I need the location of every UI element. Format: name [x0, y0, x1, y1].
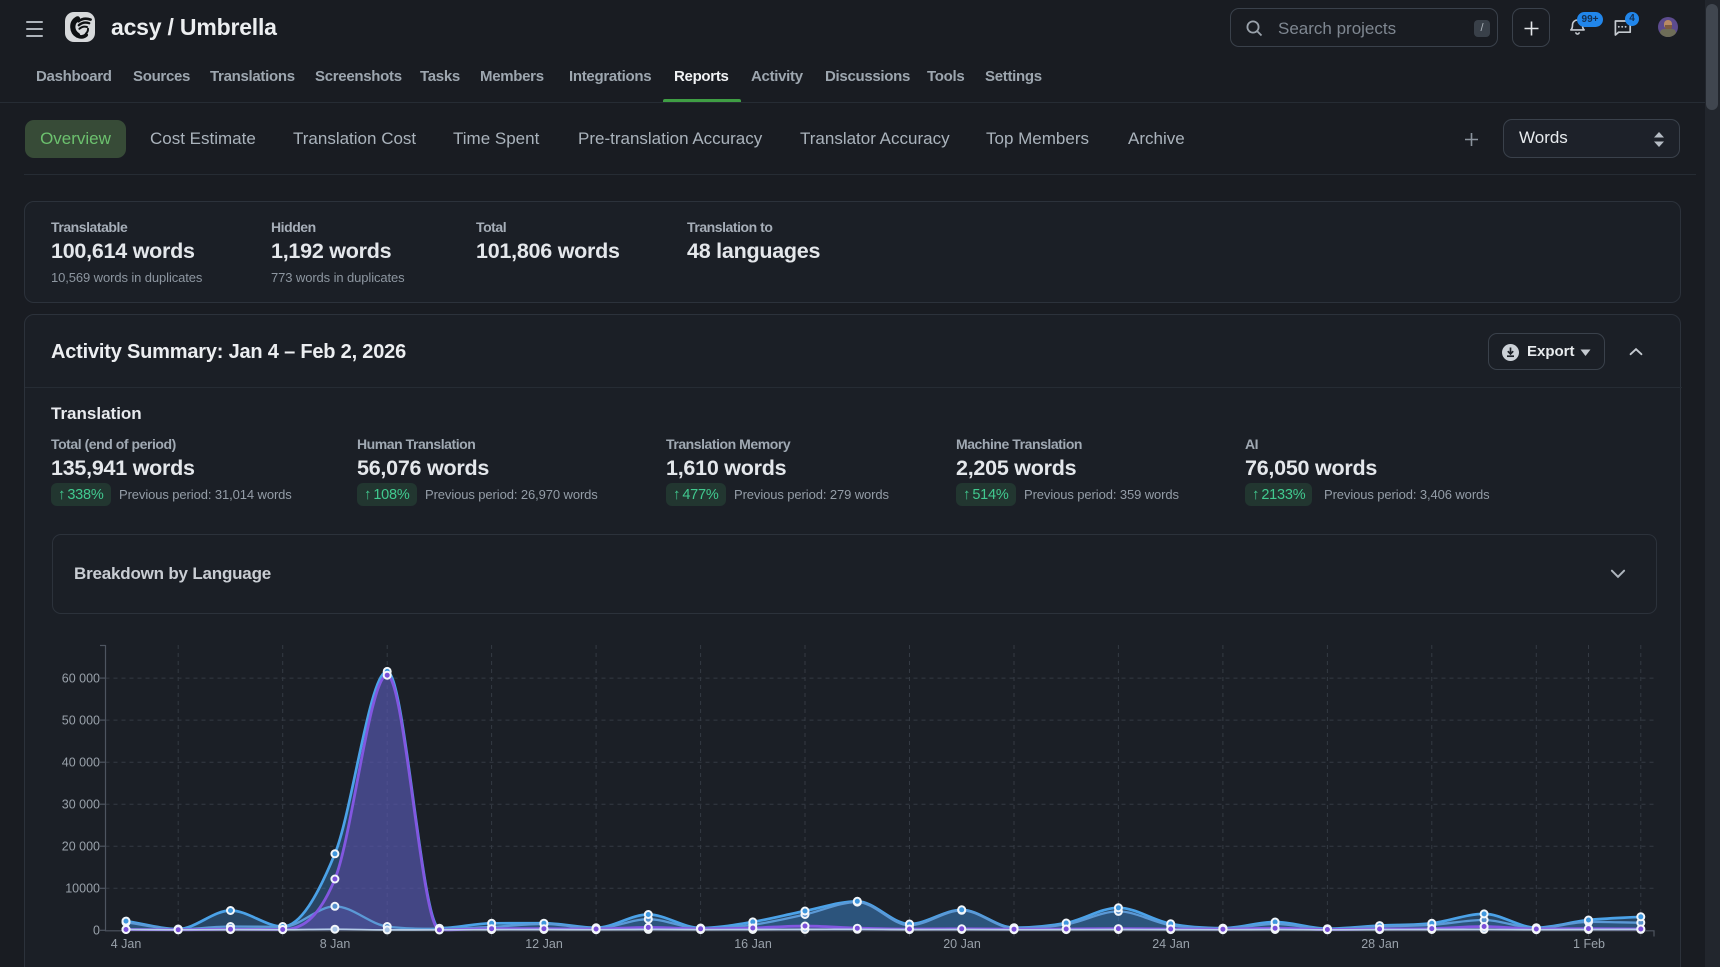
svg-text:40 000: 40 000: [62, 755, 100, 769]
svg-text:60 000: 60 000: [62, 671, 100, 685]
svg-text:10000: 10000: [65, 882, 100, 896]
svg-text:30 000: 30 000: [62, 797, 100, 811]
svg-text:24 Jan: 24 Jan: [1152, 937, 1190, 951]
svg-text:4 Jan: 4 Jan: [111, 937, 142, 951]
svg-text:20 Jan: 20 Jan: [943, 937, 981, 951]
svg-text:20 000: 20 000: [62, 839, 100, 853]
svg-text:16 Jan: 16 Jan: [734, 937, 772, 951]
svg-text:12 Jan: 12 Jan: [525, 937, 563, 951]
svg-text:50 000: 50 000: [62, 713, 100, 727]
svg-text:1 Feb: 1 Feb: [1573, 937, 1605, 951]
svg-text:28 Jan: 28 Jan: [1361, 937, 1399, 951]
svg-text:0: 0: [93, 924, 100, 938]
svg-text:8 Jan: 8 Jan: [320, 937, 351, 951]
